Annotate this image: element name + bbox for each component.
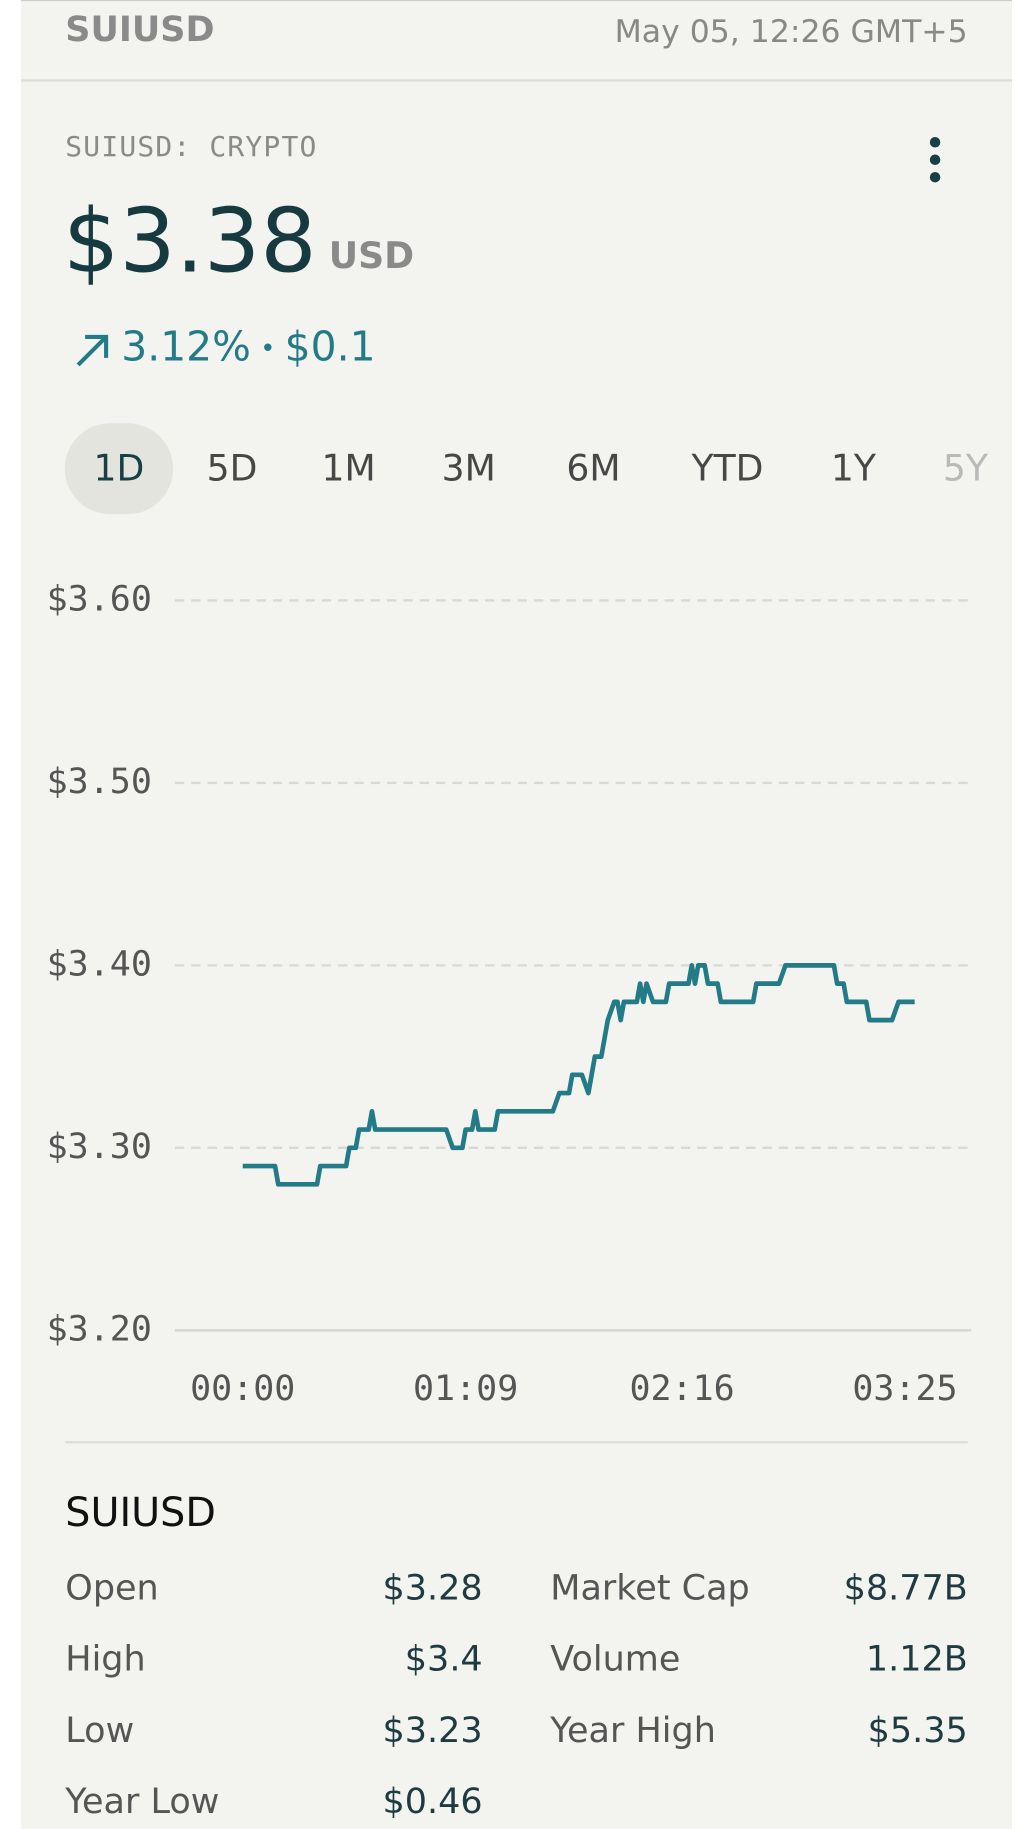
stat-label: Market Cap bbox=[550, 1568, 750, 1609]
y-tick-label: $3.20 bbox=[47, 1309, 152, 1349]
symbol: SUIUSD bbox=[65, 9, 215, 51]
x-tick-label: 02:16 bbox=[629, 1369, 734, 1409]
change-amount: $0.1 bbox=[284, 324, 376, 371]
time-range-tab[interactable]: YTD bbox=[691, 447, 764, 490]
stat-label: Open bbox=[65, 1568, 159, 1609]
exchange: SUIUSD: CRYPTO bbox=[65, 130, 318, 164]
panel bbox=[20, 0, 1013, 1829]
price: $3.38 bbox=[62, 188, 317, 293]
more-menu[interactable] bbox=[921, 135, 949, 186]
stat-value: $0.46 bbox=[382, 1781, 483, 1823]
stat-label: Low bbox=[65, 1710, 135, 1752]
time-range-tab[interactable]: 3M bbox=[441, 447, 496, 490]
chart: $3.20 $3.30 $3.40 $3.50 $3.60 00:00 01:09 02:16… bbox=[47, 579, 972, 1409]
timestamp: May 05, 12:26 GMT+5 bbox=[614, 13, 968, 51]
stat-label: High bbox=[65, 1639, 146, 1681]
currency: USD bbox=[328, 235, 415, 278]
change: 3.12% • $0.1 bbox=[121, 324, 375, 371]
stat-value: $3.23 bbox=[382, 1710, 483, 1752]
stat-value: $3.4 bbox=[404, 1639, 483, 1681]
up-arrow bbox=[76, 334, 109, 367]
time-range-tab[interactable]: 1M bbox=[321, 447, 376, 490]
time-range-tab[interactable]: 5D bbox=[206, 447, 258, 490]
stat-label: Year High bbox=[550, 1710, 716, 1752]
x-tick-label: 01:09 bbox=[413, 1369, 518, 1409]
stat-value: $3.28 bbox=[382, 1568, 483, 1609]
x-tick-label: 03:25 bbox=[852, 1369, 957, 1409]
y-tick-label: $3.40 bbox=[47, 944, 152, 984]
y-tick-label: $3.50 bbox=[47, 762, 152, 802]
price-line bbox=[242, 963, 915, 1187]
y-tick-label: $3.60 bbox=[47, 579, 152, 619]
time-range-tab[interactable]: 5Y bbox=[942, 447, 988, 490]
y-tick-label: $3.30 bbox=[47, 1127, 152, 1167]
time-range-tab[interactable]: 1D bbox=[64, 423, 174, 515]
divider bbox=[65, 1441, 968, 1444]
separator: • bbox=[260, 334, 276, 364]
stat-value: 1.12B bbox=[865, 1639, 968, 1681]
stat-label: Year Low bbox=[65, 1781, 220, 1823]
change-percent: 3.12% bbox=[121, 324, 251, 371]
stat-value: $8.77B bbox=[843, 1568, 968, 1609]
stats-title: SUIUSD bbox=[65, 1490, 216, 1537]
stat-value: $5.35 bbox=[867, 1710, 968, 1752]
time-range-tab[interactable]: 1Y bbox=[830, 447, 876, 490]
time-range-tab[interactable]: 6M bbox=[566, 447, 621, 490]
stat-label: Volume bbox=[550, 1639, 681, 1681]
x-tick-label: 00:00 bbox=[190, 1369, 295, 1409]
divider bbox=[20, 79, 1013, 82]
